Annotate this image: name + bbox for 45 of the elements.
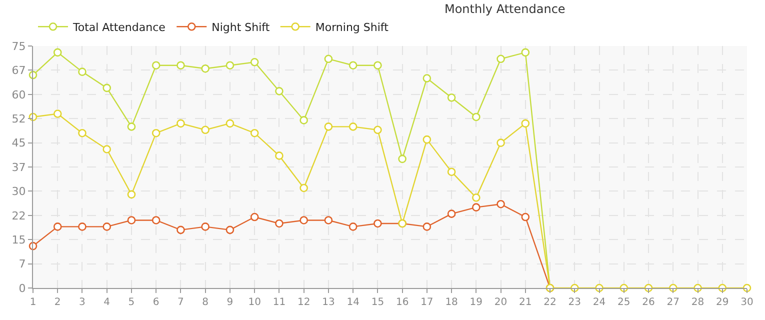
y-tick-label: 7 [18, 258, 26, 271]
x-tick-label: 22 [544, 297, 556, 308]
y-tick-label: 37 [12, 160, 26, 174]
x-tick-label: 11 [272, 297, 286, 308]
x-tick-label: 27 [666, 297, 680, 308]
x-tick-label: 20 [494, 297, 508, 308]
x-tick-label: 3 [79, 297, 86, 308]
x-tick-label: 19 [470, 297, 483, 308]
x-tick-label: 26 [642, 297, 655, 308]
x-tick-label: 10 [248, 297, 261, 308]
legend-label: Morning Shift [315, 20, 390, 34]
y-tick-label: 22 [12, 209, 26, 222]
y-tick-label: 67 [12, 64, 26, 78]
x-tick-label: 2 [54, 297, 61, 308]
x-tick-label: 25 [618, 297, 630, 308]
x-tick-label: 15 [371, 297, 384, 308]
y-tick-label: 30 [12, 185, 26, 198]
x-tick-label: 13 [322, 297, 335, 308]
legend-label: Total Attendance [72, 20, 166, 34]
x-tick-label: 1 [30, 297, 36, 308]
x-tick-label: 9 [226, 297, 234, 308]
x-tick-label: 17 [420, 297, 434, 308]
x-tick-label: 8 [202, 297, 209, 308]
y-tick-label: 0 [18, 282, 26, 295]
x-tick-label: 14 [346, 297, 360, 308]
x-tick-label: 7 [178, 297, 184, 308]
x-tick-label: 6 [152, 297, 160, 308]
y-tick-label: 75 [12, 40, 26, 53]
x-tick-label: 21 [519, 297, 532, 308]
legend-label: Night Shift [212, 20, 270, 34]
x-tick-label: 23 [568, 297, 582, 308]
x-tick-label: 5 [128, 297, 135, 308]
x-tick-label: 12 [297, 297, 310, 308]
y-tick-label: 60 [12, 88, 26, 102]
x-tick-label: 16 [396, 297, 409, 308]
x-tick-label: 29 [716, 297, 729, 308]
x-tick-label: 30 [740, 297, 754, 308]
x-tick-label: 18 [445, 297, 458, 308]
y-tick-label: 52 [12, 112, 26, 126]
x-tick-label: 4 [104, 297, 110, 308]
y-tick-label: 15 [12, 233, 26, 246]
x-tick-label: 24 [592, 297, 606, 308]
y-tick-label: 45 [12, 136, 26, 150]
chart-title: Monthly Attendance [444, 2, 566, 16]
x-tick-label: 28 [691, 297, 704, 308]
